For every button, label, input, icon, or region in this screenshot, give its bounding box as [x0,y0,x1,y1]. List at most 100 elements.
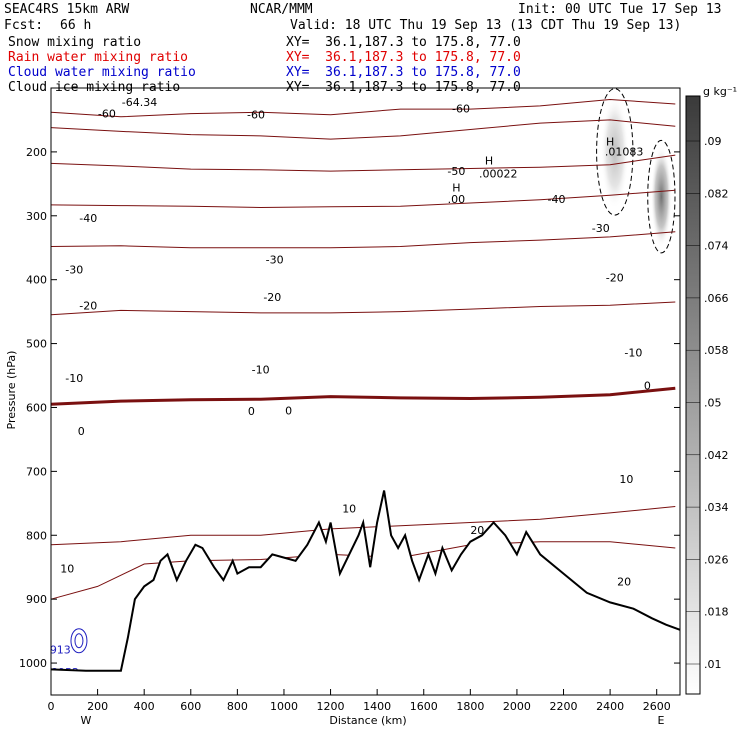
y-tick-label: 700 [26,465,47,478]
contour-label: -30 [65,263,83,276]
temperature-contour [50,386,676,406]
contour-label: 10 [342,502,356,515]
colorbar-label: .082 [704,187,729,200]
contour-label: 20 [617,576,631,589]
contour-label: 10 [619,473,633,486]
x-tick-label: 1400 [363,700,391,713]
field-cloudwater-xy: XY= 36.1,187.3 to 175.8, 77.0 [286,65,521,80]
extremum-label: .00022 [479,167,518,180]
contour-label: -30 [266,254,284,267]
x-tick-label: 600 [180,700,201,713]
colorbar-label: .034 [704,501,729,514]
contour-label: 0 [248,405,255,418]
contour-label: 0 [78,425,85,438]
field-snow-xy: XY= 36.1,187.3 to 175.8, 77.0 [286,35,521,50]
y-tick-label: 400 [26,274,47,287]
contour-label: -30 [592,222,610,235]
cloud-water-contour [70,628,88,654]
contour-label: -20 [79,300,97,313]
snow-contour [596,88,634,216]
contour-label: -50 [447,165,465,178]
field-rain-name: Rain water mixing ratio [8,50,189,65]
x-tick-label: 2200 [550,700,578,713]
contour-label: -10 [252,364,270,377]
y-tick-label: 800 [26,529,47,542]
x-tick-label: 400 [134,700,155,713]
field-rain-xy: XY= 36.1,187.3 to 175.8, 77.0 [286,50,521,65]
x-tick-label: 2400 [596,700,624,713]
x-tick-label: 1000 [270,700,298,713]
temperature-contour [50,301,676,316]
x-tick-label: 2000 [503,700,531,713]
colorbar: .09 .082 .074 .066 .058 .05 .042 .034 .026 .018 .0… [685,95,729,695]
contour-label: -60 [247,109,265,122]
temperature-contour [50,231,676,249]
colorbar-label: .01 [704,658,722,671]
x-tick-label: 800 [227,700,248,713]
colorbar-label: .09 [704,135,722,148]
valid-time: Valid: 18 UTC Thu 19 Sep 13 (13 CDT Thu … [290,18,682,33]
contour-label: 10 [60,562,74,575]
colorbar-label: .018 [704,606,729,619]
contour-label: -20 [263,291,281,304]
colorbar-label: .026 [704,553,729,566]
extremum-label: H [452,182,460,195]
contour-label: -10 [624,346,642,359]
west-label: W [81,714,92,727]
colorbar-gradient [685,95,701,695]
model-title: SEAC4RS 15km ARW [4,2,130,17]
extremum-label: .00 [448,193,466,206]
colorbar-label: .074 [704,240,729,253]
colorbar-label: .066 [704,292,729,305]
y-tick-label: 500 [26,338,47,351]
cloud-water-contour [74,633,84,649]
forecast-hours: 66 h [60,18,92,33]
field-snow-name: Snow mixing ratio [8,35,142,50]
axes: 0 200 400 600 800 1000 1200 1400 1600 1800 2000 220… [19,87,681,713]
extremum-label: H [485,155,493,168]
cloud-ice-region [600,94,629,210]
contour-label: -20 [606,272,624,285]
x-axis-title: Distance (km) [329,714,406,727]
plot-frame [50,87,681,696]
plot-area: -64.34 -60 -60 -60 -50 -40 -40 -30 -30 -30 -20 -20 -… [50,88,681,695]
org-label: NCAR/MMM [250,2,313,17]
extremum-label: 913 [50,643,71,656]
init-time: Init: 00 UTC Tue 17 Sep 13 [518,2,722,17]
y-tick-label: 600 [26,401,47,414]
extremum-label: H [606,136,614,149]
terrain-line [50,490,681,672]
colorbar-label: .042 [704,449,729,462]
contour-label: -40 [79,212,97,225]
colorbar-unit: g kg⁻¹ [703,85,737,98]
cloud-ice-region [650,145,672,248]
temperature-contour [50,506,676,546]
colorbar-label: .05 [704,397,722,410]
y-tick-label: 1000 [19,657,47,670]
contour-label: -60 [452,102,470,115]
colorbar-label: .058 [704,344,729,357]
contour-label: 0 [285,405,292,418]
contour-label: -60 [98,107,116,120]
y-axis-title: Pressure (hPa) [5,351,18,430]
temperature-contour [50,119,676,140]
temperature-contour [50,154,676,172]
y-tick-label: 900 [26,593,47,606]
field-cloudwater-name: Cloud water mixing ratio [8,65,196,80]
x-tick-label: 1800 [456,700,484,713]
contour-label: 0 [644,380,651,393]
contour-label: -40 [548,193,566,206]
y-tick-label: 300 [26,210,47,223]
contour-label: -10 [65,372,83,385]
x-tick-label: 1600 [410,700,438,713]
contour-label: 20 [470,524,484,537]
east-label: E [658,714,665,727]
x-tick-label: 200 [87,700,108,713]
forecast-label: Fcst: [4,18,44,33]
x-tick-label: 0 [48,700,55,713]
y-tick-label: 200 [26,146,47,159]
x-tick-label: 2600 [643,700,671,713]
x-tick-label: 1200 [317,700,345,713]
contour-label: -64.34 [122,96,157,109]
